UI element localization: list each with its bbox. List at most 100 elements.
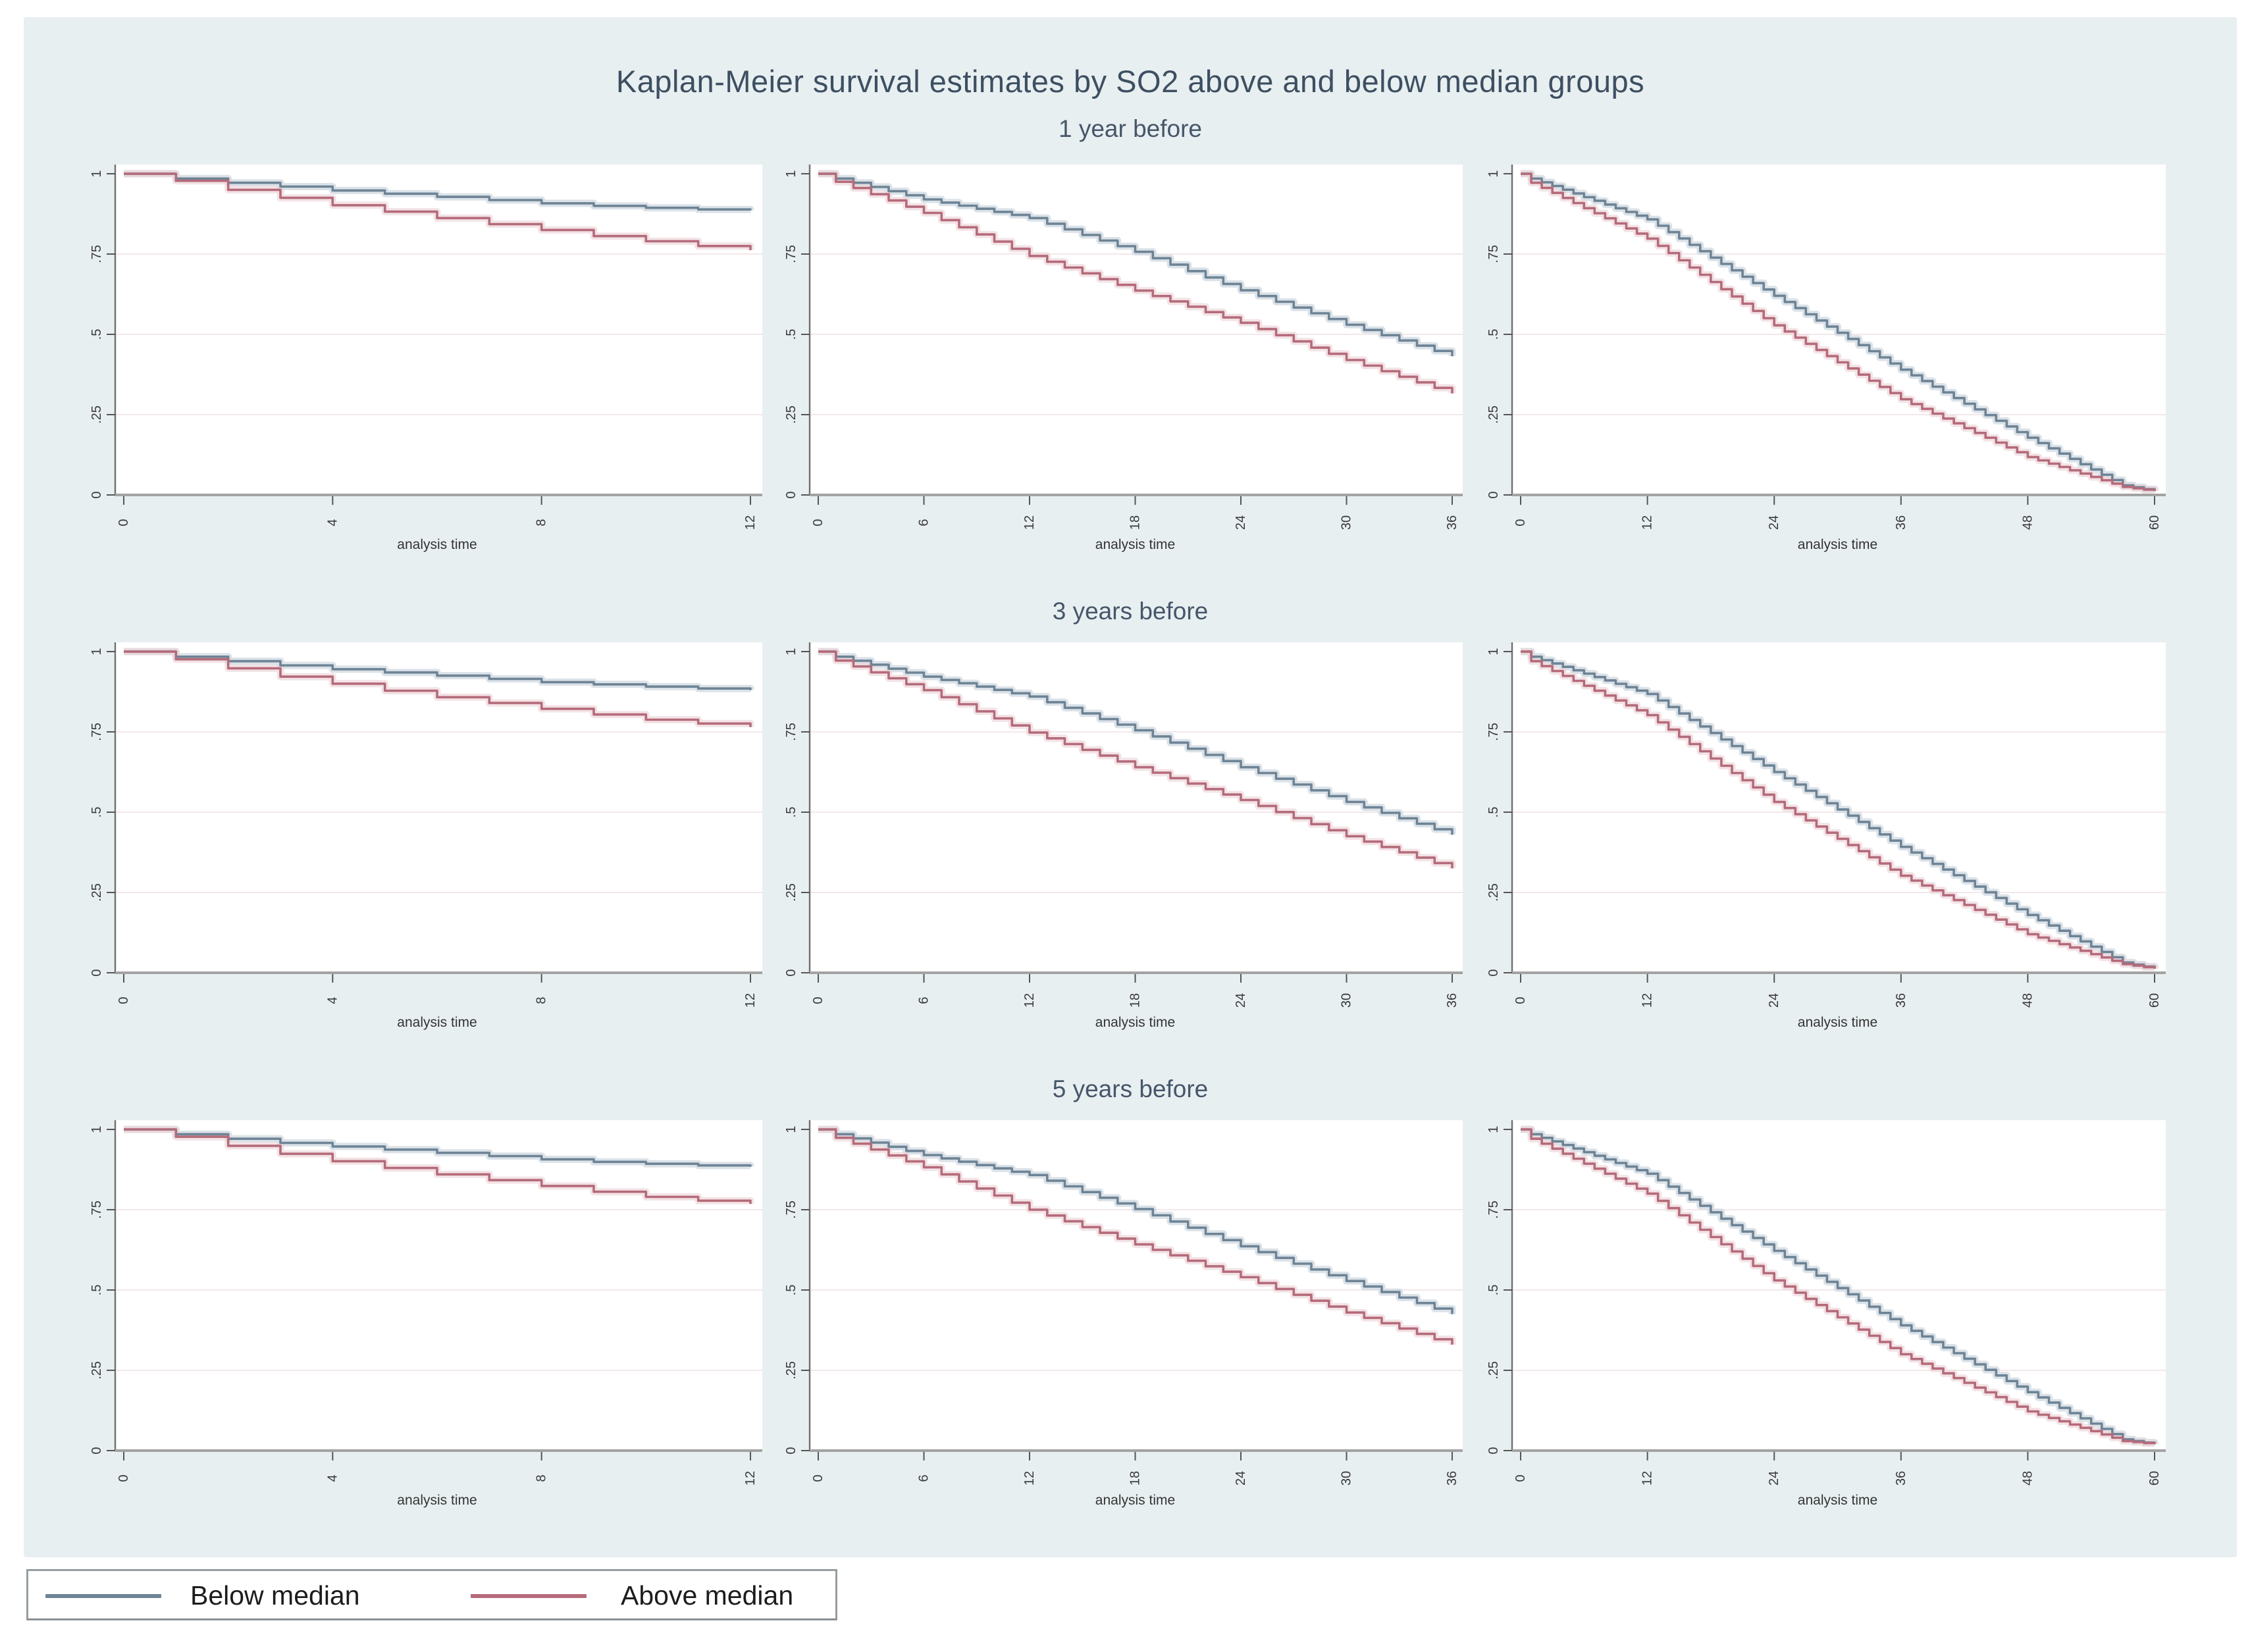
svg-text:1: 1	[90, 1125, 104, 1133]
svg-text:analysis time: analysis time	[1798, 1493, 1877, 1508]
svg-text:36: 36	[1894, 1471, 1908, 1485]
svg-text:0: 0	[117, 519, 131, 526]
svg-text:12: 12	[1640, 515, 1655, 530]
svg-text:12: 12	[1022, 515, 1037, 530]
above-median-line-icon	[471, 1594, 587, 1598]
svg-text:.25: .25	[90, 1361, 104, 1380]
svg-text:.25: .25	[1486, 883, 1501, 902]
svg-text:.5: .5	[1486, 329, 1501, 340]
svg-text:.75: .75	[90, 245, 104, 263]
svg-text:0: 0	[1513, 519, 1528, 526]
svg-text:0: 0	[784, 1447, 799, 1454]
svg-text:48: 48	[2020, 993, 2035, 1008]
km-plot-svg: 1 .75 .5 .25 0 0 12 24 36 48 60 analysis time	[1486, 165, 2166, 552]
svg-text:30: 30	[1340, 1471, 1354, 1485]
svg-text:.25: .25	[784, 1361, 799, 1380]
svg-text:0: 0	[811, 519, 825, 526]
svg-text:18: 18	[1128, 1471, 1143, 1485]
svg-text:60: 60	[2147, 1471, 2162, 1485]
svg-text:24: 24	[1767, 515, 1781, 530]
km-panel-row2-col1: 1 .75 .5 .25 0 0 4 8 12 analysis time	[68, 634, 766, 1040]
chart-title: Kaplan-Meier survival estimates by SO2 a…	[615, 64, 1645, 99]
km-plot-svg: 1 .75 .5 .25 0 0 6 12 18 24 30 36 analysis time	[784, 1120, 1463, 1508]
svg-text:0: 0	[90, 1447, 104, 1454]
km-plot-svg: 1 .75 .5 .25 0 0 4 8 12 analysis time	[90, 1120, 762, 1508]
svg-text:analysis time: analysis time	[1798, 537, 1877, 552]
svg-text:.75: .75	[1486, 245, 1501, 263]
svg-text:8: 8	[535, 996, 549, 1004]
svg-text:.5: .5	[1486, 1285, 1501, 1296]
svg-text:0: 0	[1513, 1474, 1528, 1482]
svg-text:1: 1	[1486, 1125, 1501, 1133]
svg-text:analysis time: analysis time	[397, 1015, 477, 1030]
row-subtitle-5-years: 5 years before	[1052, 1075, 1209, 1102]
svg-text:0: 0	[1486, 1447, 1501, 1454]
svg-text:.25: .25	[1486, 405, 1501, 424]
km-panel-row1-col3: 1 .75 .5 .25 0 0 12 24 36 48 60 analysis time	[1465, 157, 2170, 562]
svg-text:.25: .25	[90, 405, 104, 424]
svg-text:24: 24	[1234, 1471, 1248, 1485]
legend-label-above-median: Above median	[621, 1580, 794, 1611]
svg-text:0: 0	[811, 1474, 825, 1482]
km-panel-row3-col2: 1 .75 .5 .25 0 0 6 12 18 24 30 36 analysis time	[762, 1112, 1467, 1518]
svg-text:1: 1	[784, 1125, 799, 1133]
legend: Below median Above median	[26, 1569, 837, 1620]
svg-text:.25: .25	[784, 405, 799, 424]
svg-text:12: 12	[1640, 1471, 1655, 1485]
svg-text:analysis time: analysis time	[1095, 1493, 1175, 1508]
svg-text:.25: .25	[784, 883, 799, 902]
km-plot-svg: 1 .75 .5 .25 0 0 12 24 36 48 60 analysis time	[1486, 1120, 2166, 1508]
svg-text:8: 8	[535, 1474, 549, 1482]
svg-text:12: 12	[1022, 993, 1037, 1008]
svg-text:analysis time: analysis time	[397, 1493, 477, 1508]
svg-text:0: 0	[117, 1474, 131, 1482]
svg-text:analysis time: analysis time	[1798, 1015, 1877, 1030]
svg-text:1: 1	[90, 648, 104, 655]
svg-text:24: 24	[1234, 515, 1248, 530]
svg-text:18: 18	[1128, 993, 1143, 1008]
svg-text:12: 12	[1022, 1471, 1037, 1485]
km-plot-svg: 1 .75 .5 .25 0 0 4 8 12 analysis time	[90, 165, 762, 552]
svg-text:.75: .75	[1486, 1200, 1501, 1219]
svg-text:analysis time: analysis time	[1095, 1015, 1175, 1030]
svg-text:30: 30	[1340, 993, 1354, 1008]
svg-text:.25: .25	[90, 883, 104, 902]
svg-text:24: 24	[1767, 993, 1781, 1008]
svg-text:1: 1	[90, 170, 104, 177]
svg-text:.75: .75	[90, 723, 104, 741]
svg-text:.75: .75	[784, 1200, 799, 1219]
svg-text:30: 30	[1340, 515, 1354, 530]
svg-text:36: 36	[1445, 993, 1459, 1008]
svg-text:.75: .75	[784, 723, 799, 741]
svg-text:36: 36	[1894, 515, 1908, 530]
svg-text:36: 36	[1445, 515, 1459, 530]
svg-text:.5: .5	[1486, 807, 1501, 818]
svg-text:.5: .5	[784, 807, 799, 818]
km-panel-row3-col1: 1 .75 .5 .25 0 0 4 8 12 analysis time	[68, 1112, 766, 1518]
svg-text:6: 6	[917, 996, 931, 1004]
row-subtitle-3-years: 3 years before	[1052, 598, 1209, 625]
svg-text:12: 12	[1640, 993, 1655, 1008]
svg-text:48: 48	[2020, 1471, 2035, 1485]
svg-text:0: 0	[1513, 996, 1528, 1004]
svg-text:8: 8	[535, 519, 549, 526]
svg-text:48: 48	[2020, 515, 2035, 530]
svg-text:0: 0	[811, 996, 825, 1004]
below-median-line-icon	[45, 1594, 161, 1598]
svg-text:36: 36	[1445, 1471, 1459, 1485]
svg-text:4: 4	[325, 1474, 340, 1482]
km-panel-row1-col1: 1 .75 .5 .25 0 0 4 8 12 analysis time	[68, 157, 766, 562]
svg-text:1: 1	[784, 170, 799, 177]
km-plot-svg: 1 .75 .5 .25 0 0 6 12 18 24 30 36 analysis time	[784, 642, 1463, 1030]
km-panel-row1-col2: 1 .75 .5 .25 0 0 6 12 18 24 30 36 analysis time	[762, 157, 1467, 562]
svg-text:0: 0	[90, 969, 104, 976]
svg-text:6: 6	[917, 1474, 931, 1482]
svg-text:analysis time: analysis time	[1095, 537, 1175, 552]
svg-text:36: 36	[1894, 993, 1908, 1008]
svg-text:1: 1	[784, 648, 799, 655]
km-plot-svg: 1 .75 .5 .25 0 0 6 12 18 24 30 36 analysis time	[784, 165, 1463, 552]
svg-text:.75: .75	[784, 245, 799, 263]
km-panel-row3-col3: 1 .75 .5 .25 0 0 12 24 36 48 60 analysis time	[1465, 1112, 2170, 1518]
svg-text:24: 24	[1767, 1471, 1781, 1485]
